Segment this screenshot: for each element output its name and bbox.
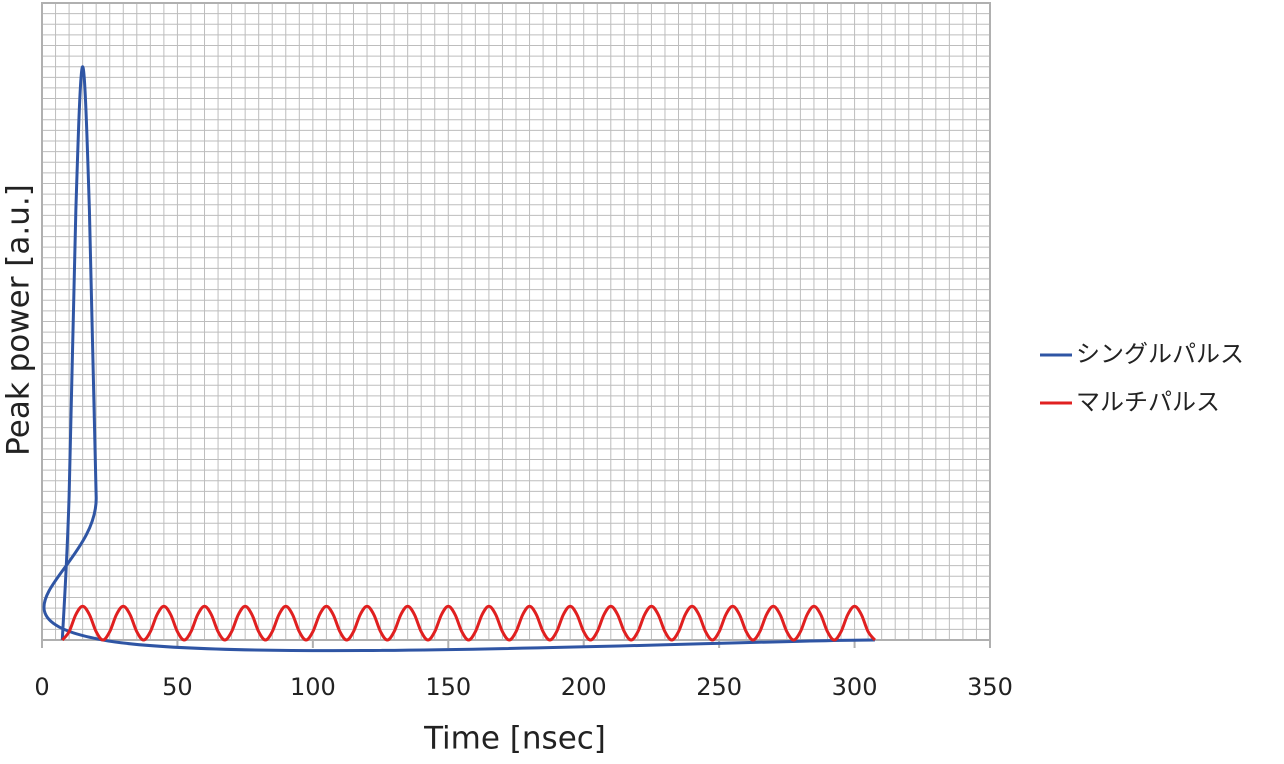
x-tick-label: 200: [561, 673, 607, 701]
x-tick-label: 150: [425, 673, 471, 701]
x-tick-label: 0: [34, 673, 49, 701]
legend-label: マルチパルス: [1076, 388, 1220, 416]
x-axis-title: Time [nsec]: [423, 721, 606, 757]
x-tick-label: 50: [162, 673, 193, 701]
y-axis-title: Peak power [a.u.]: [1, 184, 37, 456]
line: [42, 65, 875, 653]
legend-label: シングルパルス: [1076, 340, 1244, 368]
x-tick-label: 100: [290, 673, 336, 701]
x-tick-label: 350: [967, 673, 1013, 701]
plot-frame: [41, 2, 991, 641]
x-tick-label: 300: [832, 673, 878, 701]
x-tick-label: 250: [696, 673, 742, 701]
line: [61, 604, 877, 642]
